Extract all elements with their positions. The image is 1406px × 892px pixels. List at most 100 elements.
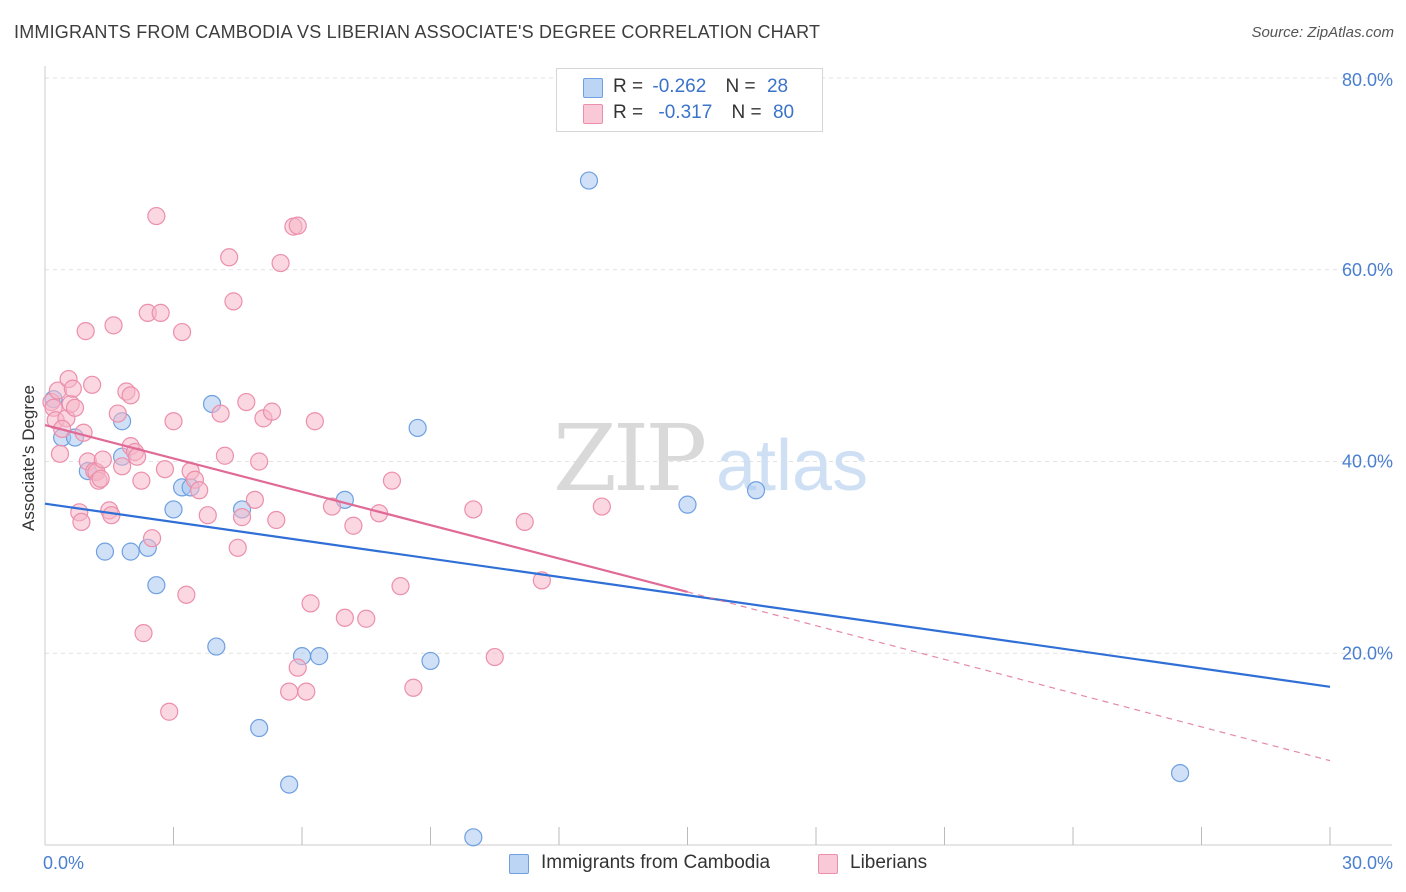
liberian-point [220, 248, 239, 267]
liberian-point [262, 402, 282, 421]
cambodia-trend-line [44, 502, 1331, 688]
liberian-point [121, 386, 140, 405]
liberian-point [404, 678, 423, 697]
liberian-point [288, 658, 307, 677]
liberian-point [50, 444, 70, 463]
liberian-point [93, 450, 112, 469]
liberian-point [215, 446, 234, 465]
liberian-point [322, 497, 342, 516]
liberian-point [164, 412, 183, 431]
cambodia-point [1170, 763, 1190, 783]
trend-lines [44, 424, 1331, 762]
liberian-point [177, 585, 196, 604]
y-axis-label: Associate's Degree [19, 385, 38, 531]
liberian-point [228, 538, 247, 557]
axes: 20.0% 40.0% 60.0% 80.0% 0.0% 30.0% [43, 66, 1393, 873]
liberian-point [267, 510, 286, 530]
liberian-point [132, 471, 151, 490]
legend-r-label: R = [613, 102, 644, 123]
liberian-point [112, 457, 132, 476]
bottom-legend-label: Liberians [850, 852, 928, 873]
y-tick-label: 20.0% [1342, 643, 1393, 663]
cambodia-point [421, 651, 440, 671]
x-tick-label: 30.0% [1342, 853, 1393, 873]
liberian-point [151, 303, 170, 322]
source-label: Source: ZipAtlas.com [1251, 24, 1394, 41]
liberian-point [224, 292, 243, 311]
cambodia-point [579, 171, 599, 190]
cambodia-point [147, 576, 166, 595]
legend-r-label: R = [613, 76, 644, 97]
liberian-point [271, 253, 290, 273]
liberian-point [515, 512, 534, 532]
watermark: ZIP atlas [553, 405, 868, 512]
liberian-point [301, 594, 320, 613]
liberian-point [357, 609, 376, 628]
liberian-point [108, 404, 127, 423]
liberian-point [335, 608, 354, 627]
liberian-trend-line-extension [687, 591, 1331, 762]
cambodia-point [408, 418, 427, 438]
cambodia-point [95, 542, 115, 561]
liberian-point [104, 316, 123, 335]
liberian-point [172, 322, 192, 342]
watermark-zip: ZIP [553, 405, 704, 512]
liberian-point [160, 702, 179, 721]
liberian-point [485, 647, 504, 667]
legend-n-value: 28 [766, 76, 789, 97]
liberian-point [211, 404, 230, 423]
liberian-point [65, 398, 85, 417]
liberian-point [237, 392, 256, 412]
liberian-point [464, 500, 483, 519]
liberian-trend-line [44, 424, 688, 593]
y-tick-label: 40.0% [1342, 452, 1393, 472]
bottom-legend-swatch-blue [509, 854, 529, 874]
liberian-point [288, 216, 307, 235]
cambodia-point [121, 542, 140, 561]
cambodia-point [164, 500, 183, 519]
liberian-point [72, 512, 91, 532]
cambodia-point [280, 775, 299, 794]
cambodia-point [310, 647, 329, 666]
bottom-legend-label: Immigrants from Cambodia [541, 852, 771, 873]
legend-r-value: -0.262 [652, 76, 707, 97]
liberian-point [155, 460, 175, 479]
liberian-point [102, 506, 121, 525]
liberian-point [344, 516, 363, 535]
correlation-legend: R = -0.262 N = 28 R = -0.317 N = 80 [556, 68, 823, 132]
liberian-point [250, 452, 269, 471]
cambodia-point [207, 637, 226, 656]
liberian-point [297, 682, 316, 701]
liberian-point [592, 497, 611, 516]
liberian-point [391, 577, 410, 596]
liberian-point [198, 506, 217, 525]
legend-swatch-pink [583, 104, 603, 124]
liberian-point [76, 322, 95, 341]
legend-r-value: -0.317 [658, 102, 713, 123]
bottom-legend-swatch-pink [818, 854, 838, 874]
x-tick-label: 0.0% [43, 853, 84, 873]
data-points [42, 171, 1190, 847]
cambodia-point [678, 495, 697, 514]
liberian-point [382, 471, 402, 490]
liberian-point [232, 508, 252, 527]
liberian-point [134, 624, 153, 643]
liberian-point [91, 469, 110, 488]
liberian-point [63, 379, 82, 398]
legend-n-label: N = [725, 76, 756, 97]
legend-swatch-blue [583, 78, 603, 98]
cambodia-point [250, 718, 269, 738]
y-tick-label: 60.0% [1342, 260, 1393, 280]
liberian-point [245, 490, 264, 509]
cambodia-point [464, 828, 483, 847]
legend-n-label: N = [731, 102, 762, 123]
liberian-point [190, 481, 209, 500]
liberian-point [83, 375, 102, 394]
grid-lines [45, 77, 1392, 654]
liberian-point [305, 412, 324, 431]
liberian-point [147, 206, 166, 226]
cambodia-point [746, 481, 766, 500]
chart-title: IMMIGRANTS FROM CAMBODIA VS LIBERIAN ASS… [14, 22, 821, 42]
liberian-point [280, 682, 299, 701]
